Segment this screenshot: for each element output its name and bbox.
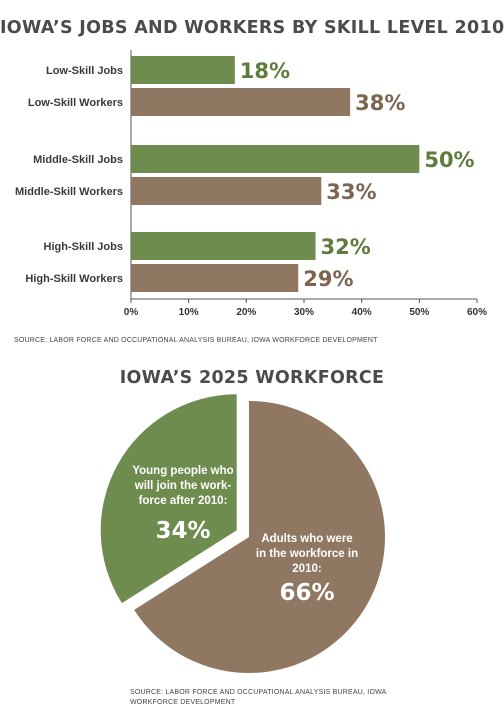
value-label-1: 18% <box>240 59 290 83</box>
pie-slice-2-value: 66% <box>279 580 334 606</box>
x-tick-label-2: 10% <box>179 307 199 318</box>
bar-6 <box>131 264 299 292</box>
x-tick-label-1: 0% <box>124 307 139 318</box>
bar-chart-title: IOWA’S JOBS AND WORKERS BY SKILL LEVEL 2… <box>0 18 504 38</box>
x-tick-label-7: 60% <box>467 307 487 318</box>
bar-4 <box>131 177 322 205</box>
value-label-5: 32% <box>321 235 371 259</box>
pie-slice-1 <box>100 394 237 604</box>
value-label-2: 38% <box>355 91 405 115</box>
x-tick-label-3: 20% <box>236 307 256 318</box>
pie-slice-1-label-line-1: Young people who <box>132 465 233 477</box>
category-label-1: Low-Skill Jobs <box>46 65 123 77</box>
pie-slice-1-label-line-2: will join the work- <box>134 480 232 492</box>
category-label-6: High-Skill Workers <box>25 273 123 285</box>
x-tick-label-6: 50% <box>409 307 429 318</box>
category-label-5: High-Skill Jobs <box>44 241 123 253</box>
value-label-4: 33% <box>326 180 376 204</box>
category-label-2: Low-Skill Workers <box>28 97 123 109</box>
value-label-6: 29% <box>303 267 353 291</box>
pie-slice-1-value: 34% <box>155 518 210 544</box>
x-tick-label-5: 40% <box>352 307 372 318</box>
pie-slice-2-label-line-2: in the workforce in <box>256 548 358 560</box>
pie-chart-title: IOWA’S 2025 WORKFORCE <box>119 368 385 388</box>
bar-chart-source: SOURCE: LABOR FORCE AND OCCUPATIONAL ANA… <box>14 337 378 344</box>
bar-3 <box>131 145 420 173</box>
bar-5 <box>131 232 316 260</box>
value-label-3: 50% <box>424 148 474 172</box>
x-tick-label-4: 30% <box>294 307 314 318</box>
pie-slice-2-label-line-3: 2010: <box>292 563 321 575</box>
pie-chart-source: SOURCE: LABOR FORCE AND OCCUPATIONAL ANA… <box>130 688 390 708</box>
pie-chart-source-line-1: SOURCE: LABOR FORCE AND OCCUPATIONAL ANA… <box>130 689 387 696</box>
category-label-3: Middle-Skill Jobs <box>33 154 123 166</box>
bar-1 <box>131 56 235 84</box>
bar-2 <box>131 88 351 116</box>
pie-slice-2 <box>134 401 385 674</box>
pie-slice-1-label-line-3: force after 2010: <box>139 495 228 507</box>
pie-slice-2-label-line-1: Adults who were <box>261 533 352 545</box>
pie-chart-source-line-2: WORKFORCE DEVELOPMENT <box>130 699 236 706</box>
category-label-4: Middle-Skill Workers <box>15 186 123 198</box>
